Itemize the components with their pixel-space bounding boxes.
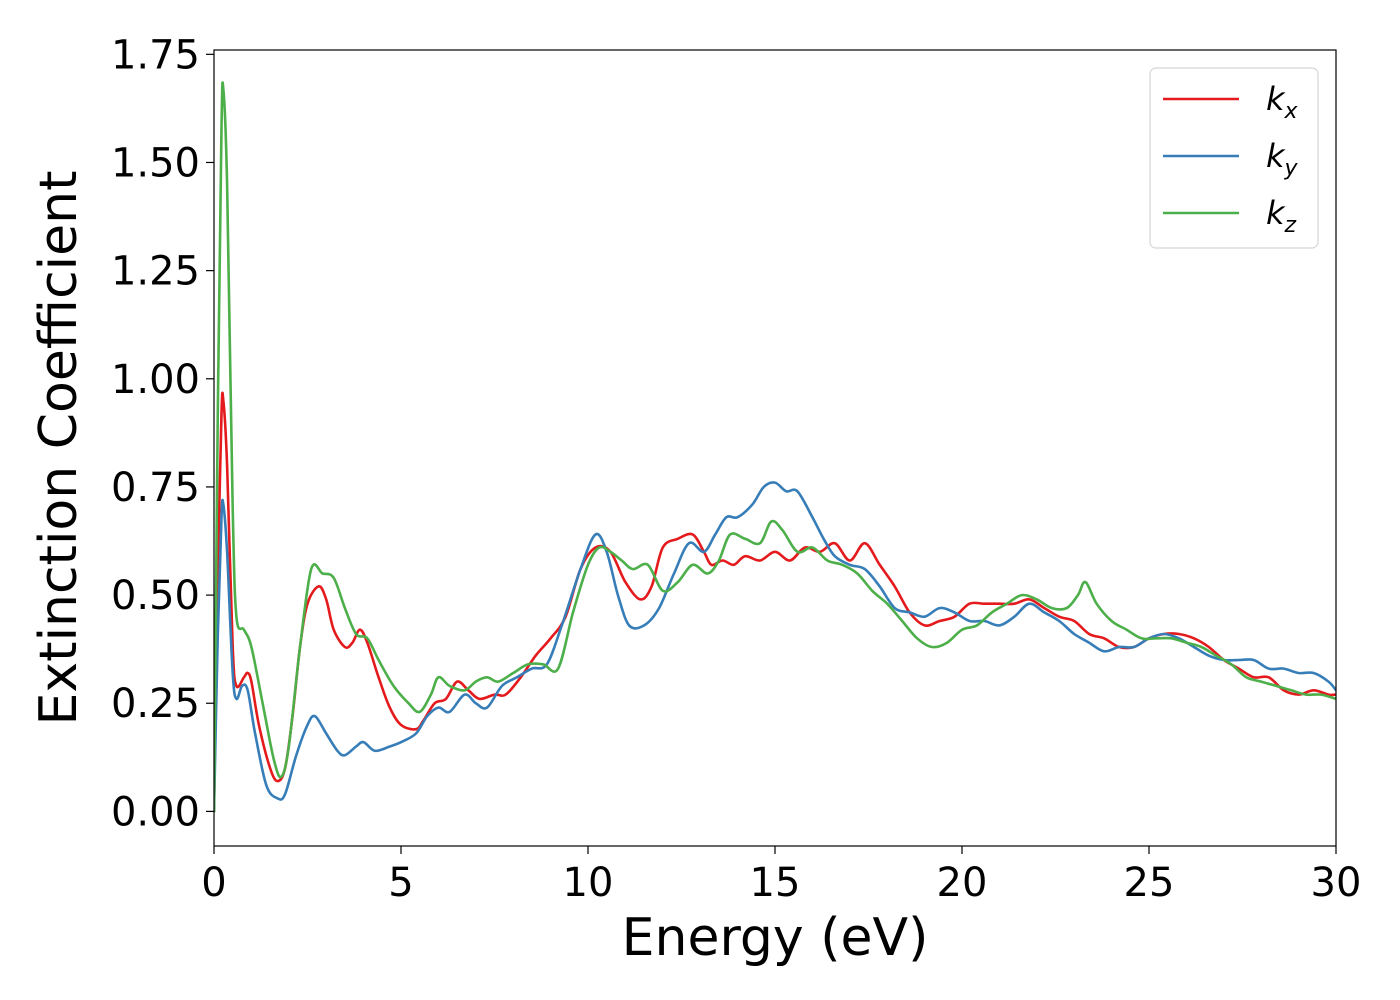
- x-tick-label: 25: [1124, 860, 1175, 906]
- x-axis-title: Energy (eV): [622, 908, 929, 968]
- legend-label-base: k: [1266, 80, 1286, 118]
- series-line-y: [214, 481, 1336, 813]
- y-tick-label: 0.25: [111, 681, 200, 727]
- legend-label-base: k: [1266, 194, 1286, 232]
- y-tick-label: 1.00: [111, 357, 200, 403]
- y-tick-label: 1.25: [111, 249, 200, 295]
- x-tick-label: 30: [1311, 860, 1362, 906]
- legend-label-z: kz: [1266, 194, 1297, 238]
- legend-label-base: k: [1266, 137, 1286, 175]
- x-tick-label: 10: [563, 860, 614, 906]
- legend-box: [1149, 67, 1319, 249]
- x-tick-label: 20: [937, 860, 988, 906]
- legend-label-subscript: z: [1284, 213, 1297, 238]
- legend-label-x: kx: [1266, 80, 1299, 124]
- x-axis-ticks: 0 5 10 15 20 25 30: [201, 846, 1361, 906]
- y-tick-label: 1.75: [111, 32, 200, 78]
- legend-label-y: ky: [1266, 137, 1299, 181]
- series-line-z: [214, 81, 1336, 813]
- x-tick-label: 5: [388, 860, 413, 906]
- x-tick-label: 15: [750, 860, 801, 906]
- y-tick-label: 0.75: [111, 465, 200, 511]
- legend-label-subscript: x: [1284, 99, 1299, 124]
- y-axis-ticks: 0.00 0.25 0.50 0.75 1.00 1.25 1.50 1.75: [111, 32, 214, 835]
- legend-label-subscript: y: [1284, 156, 1299, 181]
- plot-lines: [214, 81, 1336, 813]
- y-tick-label: 1.50: [111, 140, 200, 186]
- x-tick-label: 0: [201, 860, 226, 906]
- y-axis-title: Extinction Coefficient: [29, 171, 89, 726]
- y-tick-label: 0.50: [111, 573, 200, 619]
- y-tick-label: 0.00: [111, 789, 200, 835]
